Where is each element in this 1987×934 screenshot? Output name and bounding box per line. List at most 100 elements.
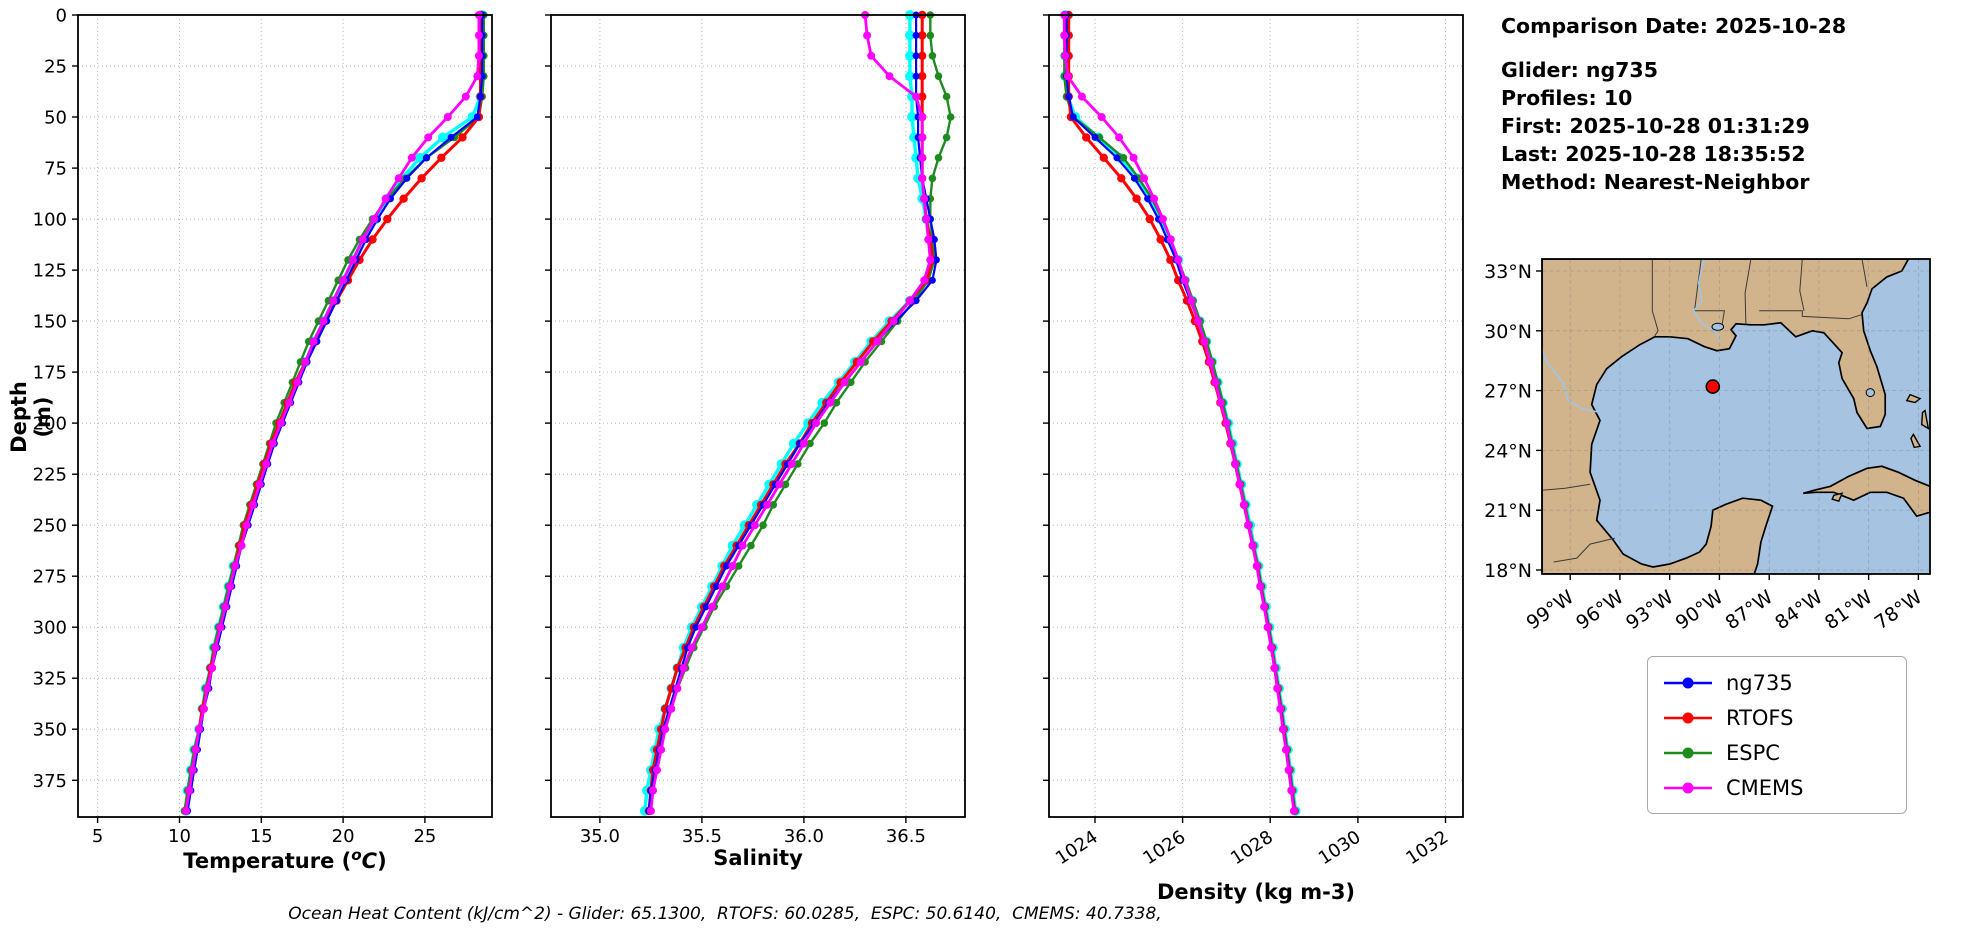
svg-text:150: 150	[33, 312, 67, 333]
state-border-line	[1553, 537, 1616, 563]
svg-text:78°W: 78°W	[1871, 586, 1927, 634]
series-RTOFS	[181, 10, 485, 816]
legend-label: CMEMS	[1726, 775, 1804, 800]
label-close-paren: )	[377, 849, 387, 873]
legend-label: RTOFS	[1726, 705, 1794, 730]
legend-marker-icon	[1664, 782, 1712, 793]
ohc-caption: Ocean Heat Content (kJ/cm^2) - Glider: 6…	[288, 904, 1162, 924]
svg-text:35.5: 35.5	[682, 826, 722, 847]
svg-text:1032: 1032	[1402, 827, 1452, 870]
legend: ng735 RTOFS ESPC CMEMS	[1647, 656, 1907, 814]
lake	[1865, 388, 1875, 398]
svg-text:250: 250	[33, 516, 67, 537]
series-CMEMS	[646, 11, 935, 815]
series-glider-profiles	[1060, 10, 1301, 816]
state-border-line	[1861, 259, 1868, 287]
svg-text:375: 375	[33, 771, 67, 792]
legend-marker-icon	[1664, 712, 1712, 723]
state-border-line	[1693, 259, 1725, 326]
svg-text:0: 0	[56, 6, 67, 27]
svg-text:200: 200	[33, 414, 67, 435]
legend-marker-icon	[1664, 747, 1712, 758]
legend-marker-icon	[1664, 677, 1712, 688]
svg-text:87°W: 87°W	[1721, 586, 1777, 634]
svg-text:1026: 1026	[1139, 827, 1189, 870]
svg-text:35.0: 35.0	[580, 826, 620, 847]
plot-frame	[1048, 14, 1464, 818]
lake	[1711, 322, 1725, 331]
svg-text:18°N: 18°N	[1484, 560, 1532, 582]
glider-name-text: Glider: ng735	[1501, 58, 1658, 82]
legend-item-rtofs: RTOFS	[1660, 700, 1900, 735]
series-ESPC	[647, 11, 955, 815]
svg-text:99°W: 99°W	[1522, 586, 1578, 634]
temperature-axis-label: Temperature (oC)	[78, 846, 492, 873]
salinity-profile-plot: 35.0 35.5 36.0 36.5	[545, 10, 966, 847]
svg-text:5: 5	[92, 826, 103, 847]
series-CMEMS	[1060, 11, 1298, 815]
legend-item-cmems: CMEMS	[1660, 770, 1900, 805]
series-ESPC	[180, 11, 488, 815]
legend-item-ng735: ng735	[1660, 665, 1900, 700]
legend-label: ESPC	[1726, 740, 1780, 765]
island	[1910, 433, 1922, 449]
celsius-symbol: C	[361, 849, 378, 873]
series-CMEMS	[182, 11, 483, 815]
svg-text:1028: 1028	[1227, 827, 1277, 870]
svg-text:84°W: 84°W	[1771, 586, 1827, 634]
info-panel: Comparison Date: 2025-10-28 Glider: ng73…	[1501, 12, 1846, 196]
svg-text:100: 100	[33, 210, 67, 231]
density-axis-label: Density (kg m-3)	[1156, 880, 1356, 904]
gulf-of-mexico-map: 33°N 30°N 27°N 24°N 21°N 18°N 99°W96°W93°W90°W…	[1484, 258, 1931, 634]
series-ESPC	[1060, 11, 1299, 815]
svg-text:24°N: 24°N	[1484, 440, 1532, 462]
cuba-coastline	[1802, 465, 1930, 518]
svg-text:21°N: 21°N	[1484, 500, 1532, 522]
island	[1920, 409, 1930, 430]
svg-text:33°N: 33°N	[1484, 261, 1532, 283]
state-border-line	[1744, 259, 1752, 325]
svg-text:75: 75	[44, 159, 67, 180]
first-profile-time-text: First: 2025-10-28 01:31:29	[1501, 114, 1810, 138]
svg-text:25: 25	[413, 826, 436, 847]
legend-item-espc: ESPC	[1660, 735, 1900, 770]
last-profile-time-text: Last: 2025-10-28 18:35:52	[1501, 142, 1806, 166]
map-features	[1542, 259, 1930, 574]
degree-superscript: o	[351, 846, 362, 864]
gridlines	[78, 14, 492, 817]
axis-ticks: 5 10 15 20 250255075100125150175200225250275…	[33, 6, 437, 848]
island	[1905, 393, 1922, 404]
svg-text:50: 50	[44, 108, 67, 129]
svg-text:325: 325	[33, 669, 67, 690]
river-line	[1692, 259, 1721, 342]
svg-text:10: 10	[168, 826, 191, 847]
legend-label: ng735	[1726, 670, 1793, 695]
svg-text:36.0: 36.0	[784, 826, 824, 847]
method-text: Method: Nearest-Neighbor	[1501, 170, 1810, 194]
svg-text:275: 275	[33, 567, 67, 588]
svg-text:90°W: 90°W	[1672, 586, 1728, 634]
gridlines	[551, 14, 965, 817]
island	[1831, 492, 1844, 503]
series-glider-profiles	[181, 10, 488, 816]
svg-text:25: 25	[44, 57, 67, 78]
state-border-line	[1759, 310, 1862, 320]
svg-text:1024: 1024	[1052, 827, 1102, 870]
salinity-axis-label: Salinity	[713, 846, 803, 870]
mainland-coastline	[1542, 259, 1910, 574]
series-ng735	[645, 11, 940, 815]
svg-text:350: 350	[33, 720, 67, 741]
svg-text:225: 225	[33, 465, 67, 486]
svg-text:175: 175	[33, 363, 67, 384]
svg-text:1030: 1030	[1315, 827, 1365, 870]
series-ng735	[1063, 11, 1298, 815]
svg-text:93°W: 93°W	[1622, 586, 1678, 634]
state-border-line	[1542, 483, 1591, 491]
river-line	[1542, 348, 1601, 414]
plot-frame	[550, 14, 966, 818]
profiles-count-text: Profiles: 10	[1501, 86, 1633, 110]
svg-text:20: 20	[332, 826, 355, 847]
gridlines	[1049, 14, 1463, 817]
svg-text:15: 15	[250, 826, 273, 847]
